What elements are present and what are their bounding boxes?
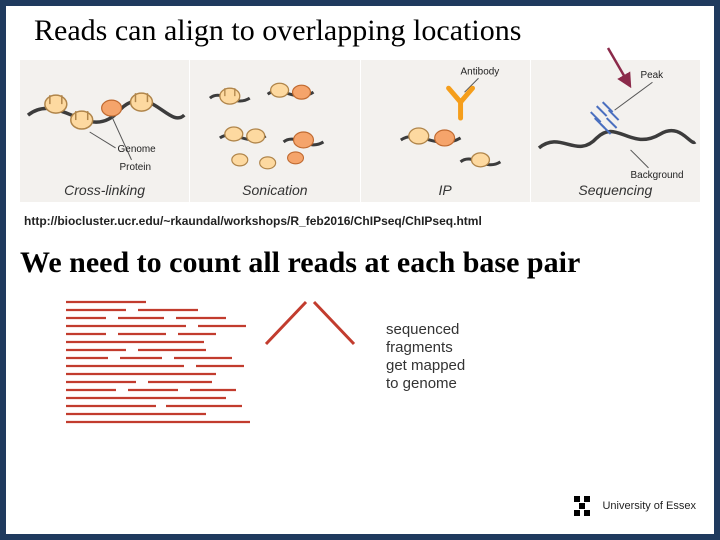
label-genome: Genome	[118, 144, 157, 155]
panel-sequencing: Peak Background Sequencing	[531, 60, 700, 202]
sonication-diagram	[190, 60, 359, 202]
caption-sequencing: Sequencing	[531, 182, 700, 198]
label-protein: Protein	[120, 162, 151, 173]
university-logo: University of Essex	[572, 494, 696, 518]
ip-diagram: Antibody	[361, 60, 530, 202]
panel-sonication: Sonication	[190, 60, 360, 202]
caption-cross-linking: Cross-linking	[20, 182, 189, 198]
frag-caption-l2: fragments	[386, 339, 453, 356]
sequencing-diagram: Peak Background	[531, 60, 700, 202]
frag-caption-l1: sequenced	[386, 321, 459, 338]
fragments-diagram: sequenced fragments get mapped to genome	[56, 294, 536, 434]
label-antibody: Antibody	[460, 66, 499, 77]
label-peak: Peak	[640, 70, 663, 81]
frag-caption-l4: to genome	[386, 375, 457, 392]
logo-text: University of Essex	[602, 500, 696, 512]
slide-subtitle: We need to count all reads at each base …	[6, 228, 714, 280]
slide-frame: Reads can align to overlapping locations	[0, 0, 720, 540]
panel-ip: Antibody IP	[361, 60, 531, 202]
panel-cross-linking: Genome Protein Cross-linking	[20, 60, 190, 202]
chipseq-workflow-strip: Genome Protein Cross-linking	[20, 60, 700, 202]
caption-sonication: Sonication	[190, 182, 359, 198]
cross-linking-diagram: Genome Protein	[20, 60, 189, 202]
slide-title: Reads can align to overlapping locations	[6, 6, 714, 48]
label-background: Background	[630, 170, 683, 181]
frag-caption-l3: get mapped	[386, 357, 465, 374]
caption-ip: IP	[361, 182, 530, 198]
source-url: http://biocluster.ucr.edu/~rkaundal/work…	[24, 214, 714, 228]
essex-logo-icon	[572, 494, 596, 518]
